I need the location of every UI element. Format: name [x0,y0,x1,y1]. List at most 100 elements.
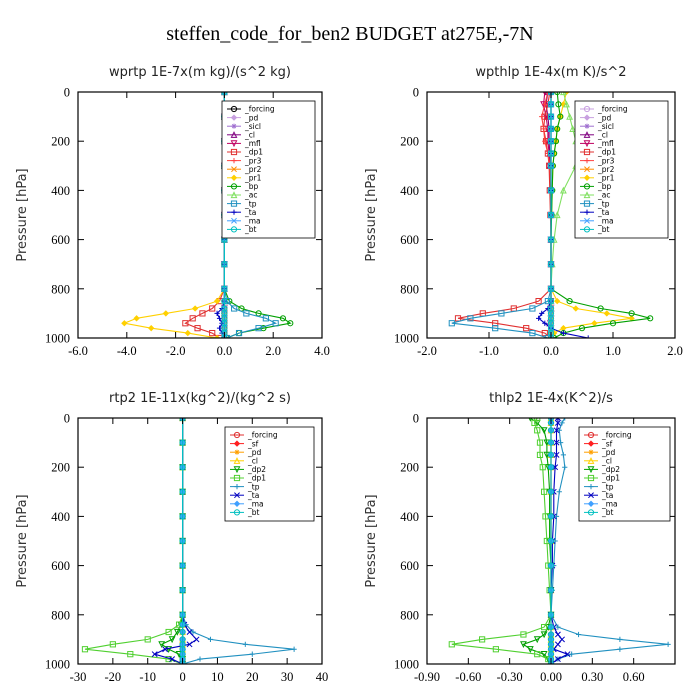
x-tick-label: 1.0 [605,344,621,358]
y-tick-label: 0 [64,86,70,100]
legend-label: _forcing [244,105,275,114]
legend-label: _pr2 [597,165,615,174]
data-point [547,162,555,169]
data-point [540,126,547,132]
data-point [193,636,200,643]
legend: _forcing_pd_sicl_cl_mfl_dp1_pr3_pr2_pr1_… [221,100,316,239]
legend-label: _dp1 [597,148,616,157]
legend: _forcing_sf_pd_cl_dp2_dp1_tp_ta_ma_bt [578,426,671,522]
data-point [547,138,555,145]
data-point [569,125,577,132]
legend-label: _ac [244,191,257,200]
data-point [448,320,455,327]
figure-title: steffen_code_for_ben2 BUDGET at275E,-7N [166,23,534,45]
data-point [553,427,560,434]
x-tick-label: -6.0 [68,344,88,358]
data-point [556,489,562,495]
legend-marker [231,166,237,173]
x-tick-label: 30 [281,670,294,684]
data-point [547,101,555,108]
x-tick-label: -10 [139,670,156,684]
data-point [617,636,623,642]
y-tick-label: 600 [400,233,419,247]
data-point [221,261,228,268]
data-point [209,329,216,337]
data-point [554,656,561,663]
data-point [169,656,176,663]
data-point [559,420,565,426]
legend-label: _ac [597,191,610,200]
data-point [547,451,555,458]
x-tick-label: -20 [105,670,122,684]
legend-label: _ma [597,217,614,226]
chart-panel-4: thlp2 1E-4x(K^2)/s Pressure [hPa] -0.90 -0.… [364,391,676,684]
data-point [536,451,544,458]
data-point [547,187,555,194]
legend-marker [230,226,238,233]
data-point [467,315,474,322]
y-tick-label: 200 [51,461,70,475]
legend-marker [230,174,238,181]
legend-marker [587,466,595,474]
data-point [540,631,548,639]
legend-label: _tp [597,199,610,208]
data-point [531,419,538,427]
x-tick-label: 4.0 [314,344,330,358]
legend-marker [584,123,590,129]
legend-marker [230,183,238,190]
legend-marker [231,123,237,129]
data-point [575,631,582,638]
data-point [547,211,555,219]
legend-marker [587,457,595,464]
legend-label: _pr3 [244,156,262,165]
data-point [547,464,555,471]
legend-marker [587,500,595,507]
data-point [609,320,617,327]
y-tick-label: 600 [51,233,70,247]
legend-label: _tp [247,482,260,491]
x-tick-label: 0.0 [543,344,559,358]
data-point [585,335,591,338]
legend-marker [233,431,241,439]
data-point [534,651,541,658]
legend-marker [231,158,237,164]
data-point [179,587,186,594]
legend-marker [583,114,591,121]
data-point [179,513,186,520]
data-point [186,629,193,635]
legend-label: _ma [244,217,261,226]
legend: _forcing_pd_sicl_cl_mfl_dp1_pr3_pr2_pr1_… [574,100,669,239]
x-tick-label: -0.90 [414,670,440,684]
data-point [566,298,573,305]
legend-label: _bt [601,508,614,517]
legend-marker [587,509,595,516]
chart-panel-2: wpthlp 1E-4x(m K)/s^2 Pressure [hPa] -2.0 -… [364,65,683,358]
data-point [81,646,89,653]
data-point [562,464,568,470]
data-point [182,320,189,327]
data-point [542,320,548,326]
y-axis-label: Pressure [hPa] [15,494,30,587]
data-point [559,636,565,643]
data-point [541,624,548,631]
data-point [547,113,555,120]
legend-marker [230,131,238,138]
legend-label: _bt [247,508,260,517]
legend-marker [233,474,241,482]
legend-marker [583,191,591,199]
x-tick-label: 2.0 [667,344,683,358]
data-point [454,315,462,322]
legend-label: _pd [247,448,262,457]
data-point [665,641,671,647]
data-point [554,297,561,305]
panel-title: wprtp 1E-7x(m kg)/(s^2 kg) [109,65,291,80]
series-line-dp1 [451,418,552,664]
data-point [231,305,238,312]
data-point [547,125,555,132]
legend-marker [583,174,591,181]
data-point [647,315,654,322]
legend-marker [583,183,591,190]
x-tick-label: -0.60 [455,670,481,684]
data-point [144,636,151,643]
legend-label: _forcing [597,105,628,114]
